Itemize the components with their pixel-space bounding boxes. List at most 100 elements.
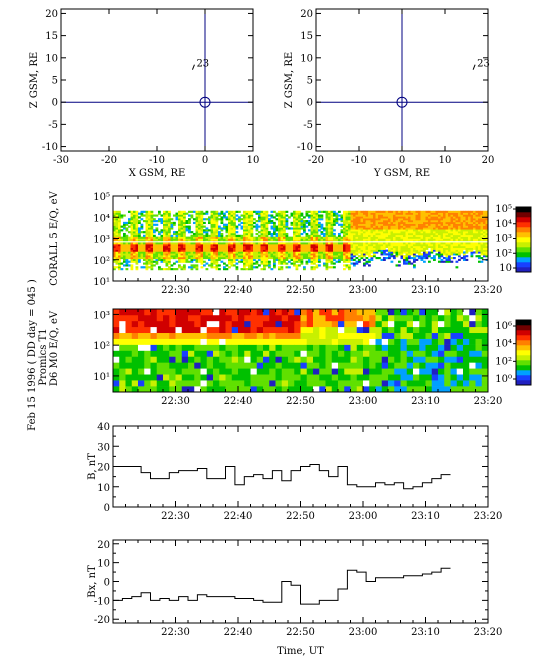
corall-cell <box>308 256 311 260</box>
corall-cell <box>353 264 356 267</box>
corall-cell <box>135 231 139 234</box>
corall-cell <box>328 238 331 241</box>
corall-cell <box>445 245 449 249</box>
promics-cell <box>238 368 245 375</box>
corall-cell <box>290 251 294 254</box>
promics-cell <box>319 356 326 363</box>
corall-cell <box>238 242 241 245</box>
corall-cell <box>430 210 434 213</box>
corall-cell <box>113 245 116 249</box>
corall-cell <box>180 227 184 230</box>
corall-cell <box>405 214 409 217</box>
promics-cell <box>288 368 295 375</box>
promics-cell <box>463 338 470 345</box>
orbit_yz-xtick-label: 10 <box>439 155 452 166</box>
corall-cell <box>203 242 206 245</box>
corall-cell <box>343 251 346 254</box>
corall-cell <box>200 214 204 217</box>
orbit_yz-ylabel: Z GSM, RE <box>284 52 295 108</box>
corall-cell <box>230 258 234 261</box>
corall-cell <box>408 223 411 226</box>
corall-cell <box>253 244 256 247</box>
corall-cell <box>408 221 411 225</box>
corall-cell <box>220 238 224 241</box>
corall-cell <box>250 210 254 213</box>
promics-cell <box>369 309 376 316</box>
corall-cell <box>463 227 466 230</box>
promics-colorbar-band <box>516 375 531 381</box>
promics-cell <box>125 374 133 381</box>
corall-cell <box>230 229 234 232</box>
corall-cell <box>443 225 446 228</box>
corall-cell <box>183 242 186 245</box>
corall-cell <box>168 253 171 256</box>
corall-cell <box>313 229 316 232</box>
corall-cell <box>470 220 474 223</box>
corall-cell <box>420 229 424 232</box>
corall-cell <box>170 236 174 239</box>
corall-cell <box>268 232 271 236</box>
corall-cell <box>475 232 479 236</box>
promics-cell <box>238 332 245 339</box>
corall-cell <box>183 210 186 213</box>
corall-cell <box>480 244 484 247</box>
promics-cell <box>138 350 145 357</box>
corall-cell <box>355 214 359 217</box>
promics-cell <box>275 344 283 351</box>
corall-cell <box>233 229 236 232</box>
corall-cell <box>438 247 441 250</box>
corall-cell <box>475 216 479 219</box>
corall-cell <box>220 236 224 239</box>
corall-cell <box>333 218 336 221</box>
corall-cell <box>218 231 221 234</box>
corall-cell <box>265 232 269 236</box>
promics-cell <box>156 356 164 363</box>
corall-cell <box>398 249 401 252</box>
corall-cell <box>215 262 219 265</box>
corall-cell <box>383 223 386 226</box>
corall-cell <box>170 234 174 237</box>
corall-cell <box>483 227 486 230</box>
corall-cell <box>355 210 359 213</box>
corall-cell <box>300 262 304 265</box>
corall-cell <box>165 264 169 267</box>
promics-cell <box>225 362 233 369</box>
corall-cell <box>353 221 356 225</box>
corall-cell <box>158 256 161 260</box>
promics-cell <box>181 338 189 345</box>
corall-cell <box>408 225 411 228</box>
corall-cell <box>163 223 166 226</box>
corall-cell <box>445 218 449 221</box>
corall-cell <box>218 234 221 237</box>
corall-cell <box>128 231 131 234</box>
promics-cell <box>281 326 289 334</box>
promics-cell <box>363 350 370 357</box>
promics-cell <box>219 368 226 375</box>
corall-cell <box>293 212 296 215</box>
corall-cell <box>363 249 366 252</box>
corall-cell <box>313 231 316 234</box>
promics-cell <box>350 344 358 351</box>
promics-cell <box>144 344 151 351</box>
promics-cell <box>406 326 414 334</box>
corall-cell <box>135 260 139 263</box>
corall-cell <box>130 214 134 217</box>
corall-cell <box>485 229 489 232</box>
corall-cell <box>418 256 421 260</box>
corall-cell <box>313 255 316 258</box>
corall-cell <box>428 223 431 226</box>
promics-cell <box>163 314 170 322</box>
corall-cell <box>250 221 254 225</box>
corall-cell <box>145 253 149 256</box>
promics-cell <box>431 374 439 381</box>
promics-cell <box>481 386 489 393</box>
corall-cell <box>443 214 446 217</box>
corall-cell <box>238 220 241 223</box>
corall-cell <box>248 221 251 225</box>
promics-cell <box>213 386 220 393</box>
corall-cell <box>178 249 181 252</box>
promics-cell <box>250 374 258 381</box>
corall-cell <box>270 227 274 230</box>
promics-cell <box>313 332 320 339</box>
corall-cell <box>438 256 441 260</box>
